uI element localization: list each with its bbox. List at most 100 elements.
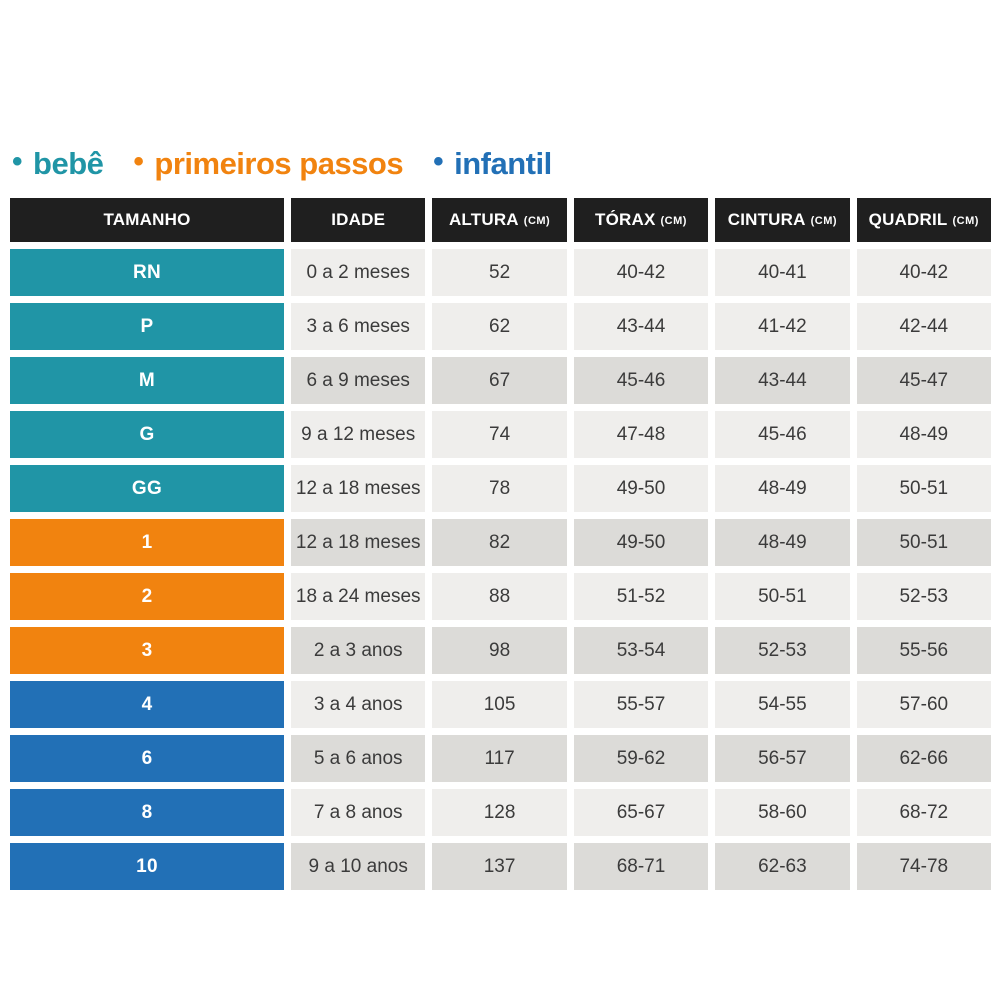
idade-cell: 18 a 24 meses	[291, 573, 426, 620]
size-cell: 10	[10, 843, 284, 890]
legend-item-label: infantil	[454, 146, 552, 181]
altura-cell: 74	[432, 411, 567, 458]
quadril-cell: 48-49	[856, 411, 991, 458]
torax-cell: 40-42	[573, 249, 709, 296]
header-label: ALTURA	[448, 210, 519, 229]
quadril-cell: 52-53	[856, 573, 991, 620]
header-label: TAMANHO	[103, 210, 191, 229]
table-row: 3 2 a 3 anos 98 53-54 52-53 55-56	[10, 627, 991, 674]
table-row: P 3 a 6 meses 62 43-44 41-42 42-44	[10, 303, 991, 350]
legend-item-infantil: • infantil	[433, 146, 552, 182]
altura-cell: 128	[432, 789, 567, 836]
cintura-cell: 45-46	[715, 411, 850, 458]
header-unit: (CM)	[523, 215, 551, 227]
quadril-cell: 50-51	[856, 519, 991, 566]
torax-cell: 51-52	[573, 573, 709, 620]
bullet-icon: •	[433, 145, 444, 178]
header-unit: (CM)	[810, 215, 838, 227]
quadril-cell: 55-56	[856, 627, 991, 674]
header-unit: (CM)	[952, 215, 979, 227]
header-label: TÓRAX	[595, 210, 656, 229]
torax-cell: 55-57	[573, 681, 709, 728]
altura-cell: 78	[432, 465, 567, 512]
altura-cell: 88	[432, 573, 567, 620]
size-cell: RN	[10, 249, 284, 296]
altura-cell: 62	[432, 303, 567, 350]
altura-cell: 137	[432, 843, 567, 890]
size-cell: 4	[10, 681, 284, 728]
torax-cell: 47-48	[573, 411, 709, 458]
header-cell-cintura: CINTURA (CM)	[715, 198, 850, 242]
header-cell-tamanho: TAMANHO	[10, 198, 284, 242]
idade-cell: 2 a 3 anos	[291, 627, 426, 674]
size-cell: 8	[10, 789, 284, 836]
cintura-cell: 56-57	[715, 735, 850, 782]
idade-cell: 7 a 8 anos	[291, 789, 426, 836]
idade-cell: 9 a 10 anos	[291, 843, 426, 890]
cintura-cell: 48-49	[715, 519, 850, 566]
size-cell: M	[10, 357, 284, 404]
table-header-row: TAMANHO IDADE ALTURA (CM) TÓRAX (CM) CIN…	[10, 198, 991, 242]
quadril-cell: 74-78	[856, 843, 991, 890]
cintura-cell: 48-49	[715, 465, 850, 512]
table-row: 2 18 a 24 meses 88 51-52 50-51 52-53	[10, 573, 991, 620]
table-row: G 9 a 12 meses 74 47-48 45-46 48-49	[10, 411, 991, 458]
torax-cell: 59-62	[573, 735, 709, 782]
quadril-cell: 42-44	[856, 303, 991, 350]
idade-cell: 12 a 18 meses	[291, 519, 426, 566]
altura-cell: 105	[432, 681, 567, 728]
table-body: RN 0 a 2 meses 52 40-42 40-41 40-42 P 3 …	[10, 249, 991, 890]
quadril-cell: 62-66	[856, 735, 991, 782]
altura-cell: 98	[432, 627, 567, 674]
legend-item-label: primeiros passos	[154, 146, 404, 181]
altura-cell: 117	[432, 735, 567, 782]
cintura-cell: 40-41	[715, 249, 850, 296]
cintura-cell: 54-55	[715, 681, 850, 728]
table-row: M 6 a 9 meses 67 45-46 43-44 45-47	[10, 357, 991, 404]
torax-cell: 68-71	[573, 843, 709, 890]
legend-item-primeiros-passos: • primeiros passos	[133, 146, 403, 182]
legend-item-bebe: • bebê	[12, 145, 104, 182]
torax-cell: 49-50	[573, 465, 709, 512]
idade-cell: 0 a 2 meses	[291, 249, 426, 296]
size-cell: 6	[10, 735, 284, 782]
category-legend: • bebê • primeiros passos • infantil	[12, 143, 991, 185]
quadril-cell: 50-51	[856, 465, 991, 512]
size-cell: 2	[10, 573, 284, 620]
idade-cell: 3 a 6 meses	[291, 303, 426, 350]
table-row: 6 5 a 6 anos 117 59-62 56-57 62-66	[10, 735, 991, 782]
legend-item-label: bebê	[33, 146, 104, 181]
bullet-icon: •	[12, 145, 23, 178]
cintura-cell: 58-60	[715, 789, 850, 836]
idade-cell: 5 a 6 anos	[291, 735, 426, 782]
idade-cell: 12 a 18 meses	[291, 465, 426, 512]
size-cell: GG	[10, 465, 284, 512]
header-cell-torax: TÓRAX (CM)	[573, 198, 709, 242]
quadril-cell: 45-47	[856, 357, 991, 404]
torax-cell: 49-50	[573, 519, 709, 566]
header-unit: (CM)	[660, 215, 687, 227]
quadril-cell: 40-42	[856, 249, 991, 296]
header-cell-quadril: QUADRIL (CM)	[856, 198, 991, 242]
altura-cell: 52	[432, 249, 567, 296]
idade-cell: 6 a 9 meses	[291, 357, 426, 404]
table-row: 1 12 a 18 meses 82 49-50 48-49 50-51	[10, 519, 991, 566]
torax-cell: 45-46	[573, 357, 709, 404]
size-cell: 1	[10, 519, 284, 566]
table-row: 10 9 a 10 anos 137 68-71 62-63 74-78	[10, 843, 991, 890]
altura-cell: 82	[432, 519, 567, 566]
table-row: 4 3 a 4 anos 105 55-57 54-55 57-60	[10, 681, 991, 728]
table-row: RN 0 a 2 meses 52 40-42 40-41 40-42	[10, 249, 991, 296]
quadril-cell: 57-60	[856, 681, 991, 728]
table-row: 8 7 a 8 anos 128 65-67 58-60 68-72	[10, 789, 991, 836]
idade-cell: 3 a 4 anos	[291, 681, 426, 728]
cintura-cell: 52-53	[715, 627, 850, 674]
torax-cell: 65-67	[573, 789, 709, 836]
altura-cell: 67	[432, 357, 567, 404]
header-label: IDADE	[331, 210, 386, 229]
table-row: GG 12 a 18 meses 78 49-50 48-49 50-51	[10, 465, 991, 512]
cintura-cell: 62-63	[715, 843, 850, 890]
bullet-icon: •	[133, 145, 144, 178]
idade-cell: 9 a 12 meses	[291, 411, 426, 458]
